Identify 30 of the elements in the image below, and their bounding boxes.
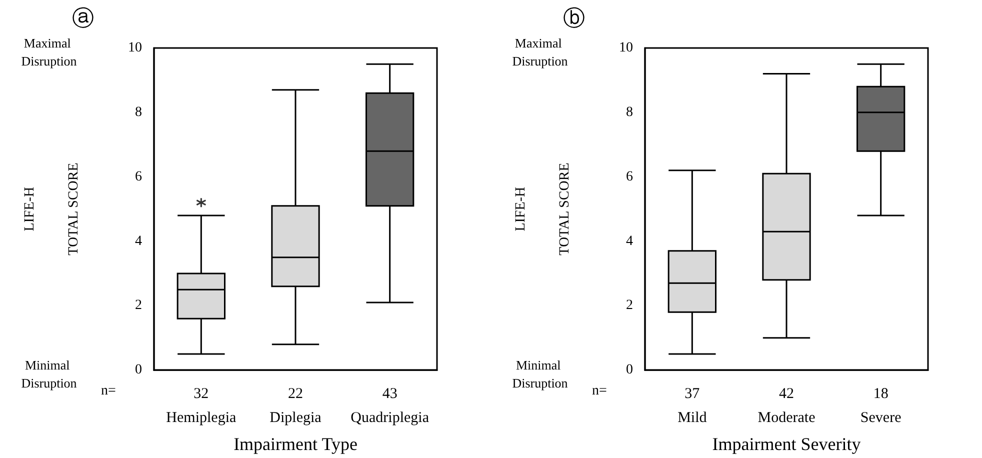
text: Maximal Disruption bbox=[512, 36, 568, 68]
chart-title: ⓐ bbox=[72, 6, 94, 30]
y-tick-label: 2 bbox=[626, 298, 633, 314]
y-tick-label: 6 bbox=[135, 169, 142, 184]
x-tick-label: 32 Hemiplegia bbox=[166, 386, 236, 426]
text: n= bbox=[101, 384, 116, 398]
y-tick-label: 8 bbox=[135, 104, 142, 120]
x-tick-label: 37 Mild bbox=[678, 386, 708, 426]
x-tick-label: 22 Diplegia bbox=[270, 386, 322, 426]
text: Minimal Disruption bbox=[512, 358, 568, 391]
text: LIFE-H TOTAL SCORE bbox=[22, 162, 82, 256]
y-tick-label: 4 bbox=[626, 234, 633, 249]
x-axis-title: Impairment Type bbox=[234, 434, 358, 454]
y-tick-label: 10 bbox=[128, 40, 142, 56]
y-tick-label: 8 bbox=[626, 104, 633, 120]
y-tick-label: 10 bbox=[619, 40, 633, 56]
text: LIFE-H TOTAL SCORE bbox=[514, 162, 572, 256]
chart-title: ⓑ bbox=[563, 6, 585, 30]
y-tick-label: 0 bbox=[135, 362, 142, 378]
x-axis-title: Impairment Severity bbox=[712, 434, 861, 454]
text: Maximal Disruption bbox=[21, 36, 78, 68]
text: n= bbox=[592, 384, 607, 398]
y-tick-label: 0 bbox=[626, 362, 633, 378]
x-tick-label: 42 Moderate bbox=[758, 386, 816, 426]
x-tick-label: 18 Severe bbox=[860, 386, 902, 426]
y-tick-label: 2 bbox=[135, 298, 142, 314]
y-tick-label: 6 bbox=[626, 169, 633, 184]
x-tick-label: 43 Quadriplegia bbox=[350, 386, 430, 426]
y-tick-label: 4 bbox=[135, 234, 142, 249]
text: Minimal Disruption bbox=[21, 358, 78, 391]
